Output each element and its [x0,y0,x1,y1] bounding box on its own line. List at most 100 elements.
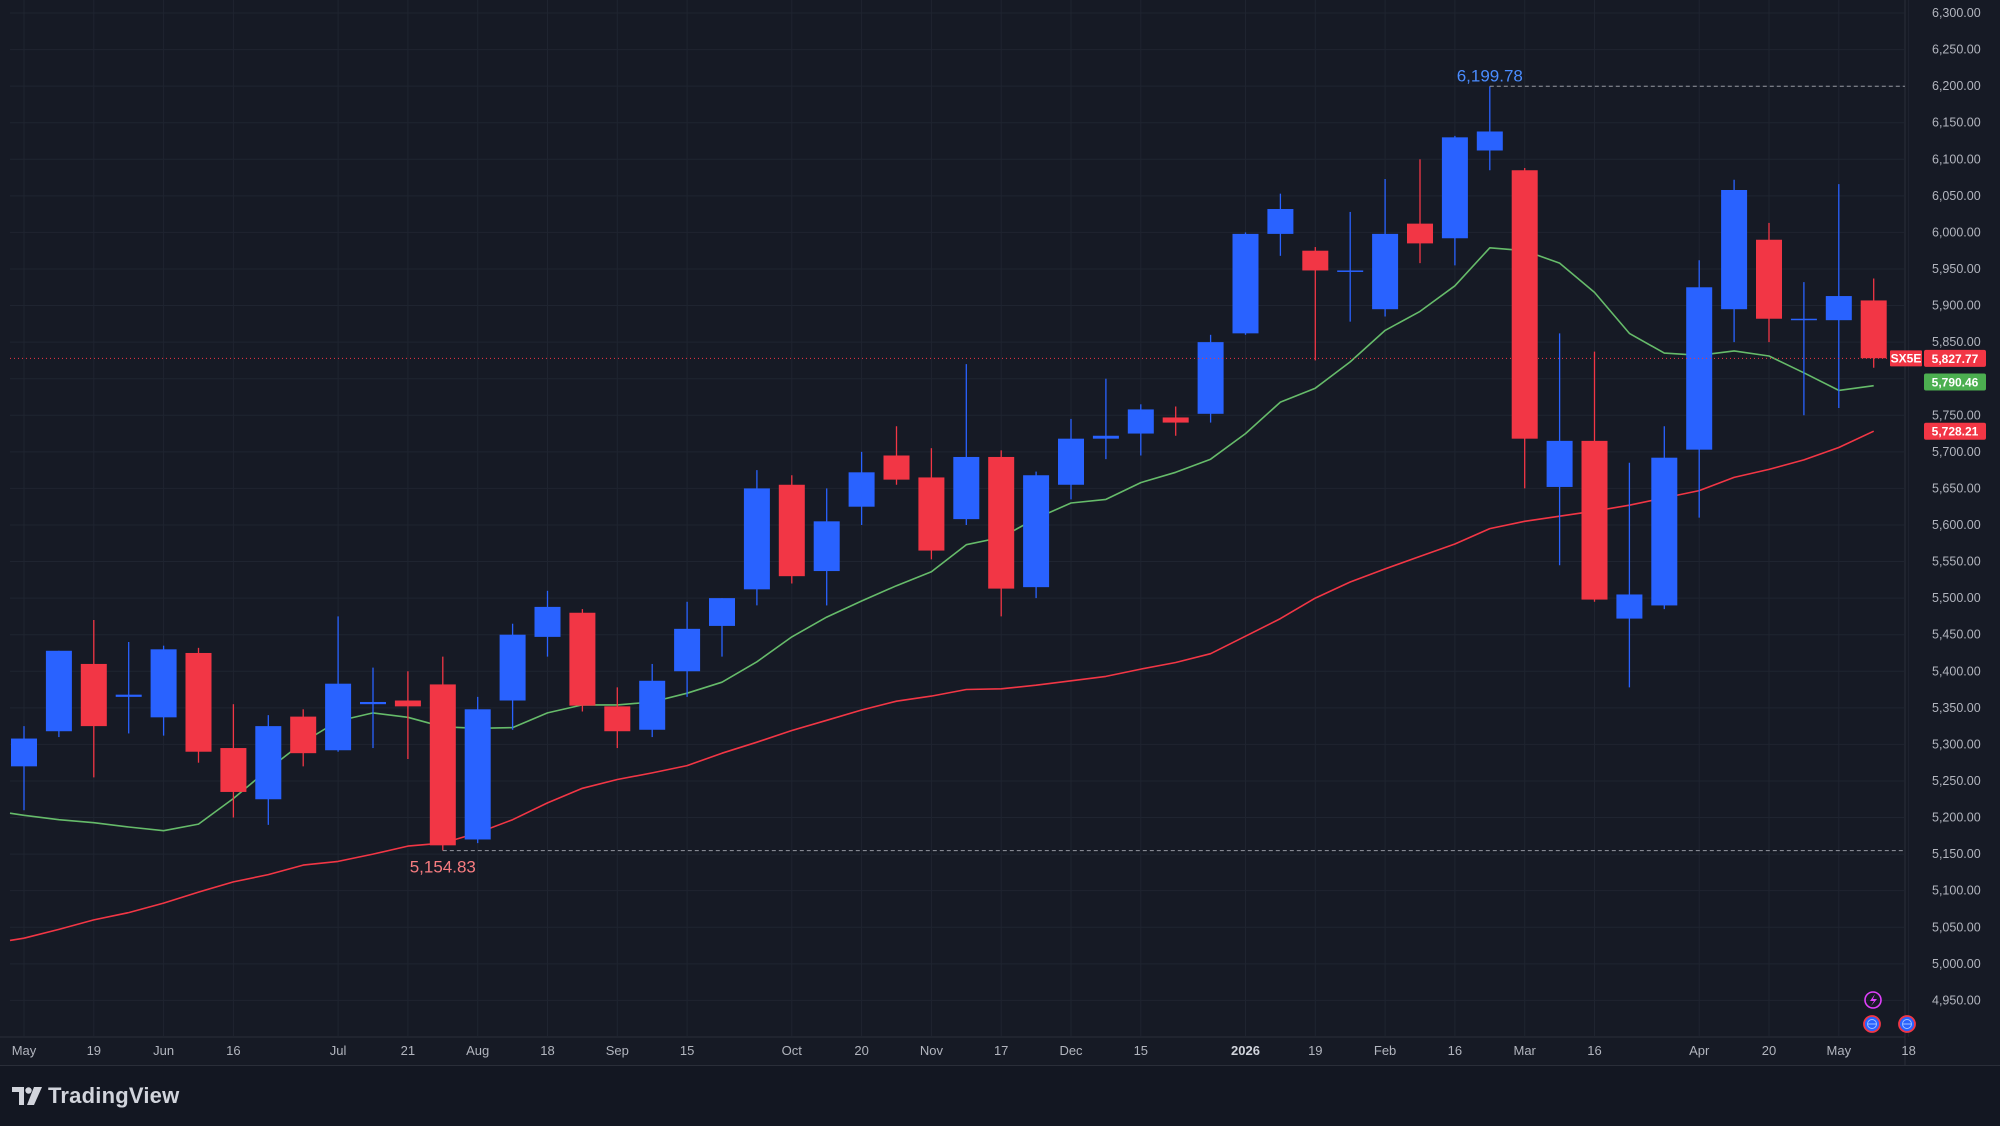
candle-body [1651,457,1678,606]
candle-body [1058,438,1084,485]
candle-body [360,701,386,705]
candle [1651,426,1678,610]
symbol-tag-bg [1890,350,1922,367]
candle-body [1127,409,1154,434]
candle [1511,168,1538,489]
time-tick-label: 20 [1762,1043,1776,1058]
candle-body [1092,435,1119,439]
tradingview-logo-icon [12,1087,42,1105]
price-tick-label: 6,200.00 [1932,79,1981,93]
candle [953,364,980,525]
price-tick-label: 5,550.00 [1932,555,1981,569]
price-chart[interactable]: 6,199.78 5,154.83 4,950.00 5,000.00 5,050.0… [0,0,2000,1065]
candle-body [639,680,666,730]
candle-body [778,484,805,577]
last-price-tag-bg [1924,349,1986,367]
price-tick-label: 5,700.00 [1932,445,1981,459]
ma-slow-line-start [9,937,25,942]
candle-body [255,726,282,800]
candle [534,590,561,657]
candle [674,601,701,697]
price-tick-label: 5,450.00 [1932,628,1981,642]
candle-body [1860,300,1887,359]
lightning-icon[interactable] [1864,991,1882,1009]
ma-slow-tag-bg [1924,422,1986,440]
price-tick-label: 6,300.00 [1932,6,1981,20]
candle-body [988,456,1015,589]
price-tick-label: 5,000.00 [1932,957,1981,971]
candle [220,704,247,818]
event-icons[interactable] [1863,991,1916,1033]
time-tick-label: Nov [920,1043,944,1058]
candle [1092,378,1119,460]
candle [1790,282,1817,416]
time-tick-label: May [1827,1043,1852,1058]
candle [1756,222,1782,343]
candle [80,620,107,778]
candle-body [499,634,526,701]
candle-body [325,683,352,751]
candle-body [813,521,840,572]
time-tick-label: Dec [1059,1043,1083,1058]
globe-icon[interactable] [1898,1015,1916,1033]
globe-icon[interactable] [1863,1015,1881,1033]
candle [1232,232,1259,335]
candle [1581,351,1608,602]
ma-fast-tag-bg [1924,373,1986,391]
candle [848,451,875,525]
candle [1127,404,1154,456]
candle [325,616,352,752]
symbol-tag: SX5E [1890,350,1922,367]
tradingview-logo[interactable]: TradingView [12,1083,179,1109]
brand-name: TradingView [48,1083,180,1108]
candles [11,86,1887,851]
candle-body [1372,233,1399,310]
candle-body [1407,223,1433,244]
candle [569,609,596,712]
candle [1372,179,1399,317]
candle-body [1441,137,1468,239]
candle-body [1197,342,1224,414]
price-tick-label: 6,250.00 [1932,43,1981,57]
ma-fast-line-start [9,812,25,817]
candle [360,667,386,749]
candle-body [1337,270,1364,272]
candle [1023,471,1050,599]
candle [604,687,631,749]
candle-body [1232,233,1259,334]
ma-fast-tag-text: 5,790.46 [1932,376,1979,390]
candle-body [1756,239,1782,319]
candle-body [709,598,735,626]
price-tick-label: 5,050.00 [1932,920,1981,934]
time-tick-label: Apr [1689,1043,1710,1058]
candle-body [1023,475,1050,588]
candle-body [80,663,107,727]
price-axis[interactable]: 4,950.00 5,000.00 5,050.00 5,100.00 5,150.00… [1932,6,1981,1007]
candle-body [1476,131,1503,151]
chart-area[interactable]: 6,199.78 5,154.83 4,950.00 5,000.00 5,050.0… [0,0,2000,1065]
high-low-markers: 6,199.78 5,154.83 [10,66,1905,877]
candle-body [674,628,701,672]
footer-bar: TradingView [0,1065,2000,1126]
candle-body [1721,189,1748,310]
price-tick-label: 5,200.00 [1932,811,1981,825]
candle-body [743,488,770,590]
candle [1407,159,1433,264]
time-tick-label: 19 [87,1043,101,1058]
candle [115,642,142,734]
time-tick-label: Mar [1514,1043,1537,1058]
candle [1546,333,1573,566]
price-tags: SX5E 5,827.77 5,790.46 5,728.21 [1890,349,1986,440]
ma-fast-tag: 5,790.46 [1924,373,1986,391]
candle-body [1686,287,1713,450]
candle [918,448,945,560]
candle-body [185,652,212,752]
time-tick-label: 18 [540,1043,554,1058]
price-tick-label: 5,400.00 [1932,664,1981,678]
candle-body [848,472,875,507]
candle-body [1616,594,1643,619]
ma-slow-tag: 5,728.21 [1924,422,1986,440]
time-tick-label: 15 [1134,1043,1148,1058]
candle [1476,86,1503,171]
time-axis[interactable]: May 19 Jun 16 Jul 21 Aug 18 Sep 15 Oct 20 Nov 17 Dec 15… [12,1043,1916,1058]
